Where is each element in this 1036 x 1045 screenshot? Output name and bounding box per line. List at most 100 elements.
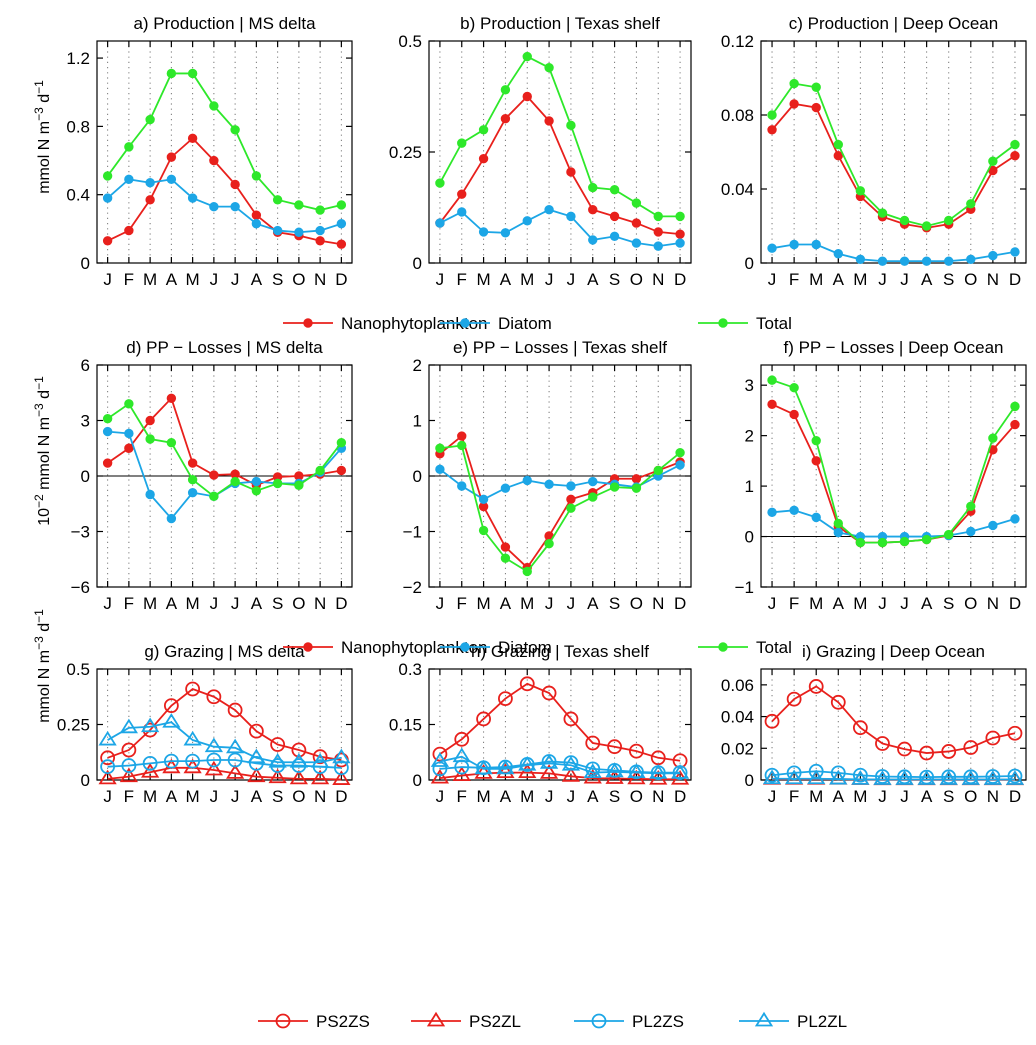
data-point-nanophytoplankton bbox=[102, 236, 113, 246]
data-point-ps2zs bbox=[227, 702, 243, 718]
data-point-ps2zs bbox=[291, 742, 307, 758]
legend-marker bbox=[426, 1011, 446, 1027]
x-tick-label: N bbox=[314, 787, 326, 806]
data-point-ps2zs bbox=[764, 713, 780, 729]
panel-i: 00.020.040.06J F M A M J J A S O N Di) Grazing | De… bbox=[721, 642, 1027, 806]
data-point-diatom bbox=[966, 526, 976, 537]
data-point-pl2zs bbox=[206, 752, 222, 768]
data-point-ps2zs bbox=[629, 743, 644, 759]
x-tick-label: J bbox=[900, 594, 909, 613]
data-point-nanophytoplankton bbox=[811, 456, 821, 466]
data-point-pl2zl bbox=[939, 770, 958, 785]
data-point-diatom bbox=[166, 513, 177, 524]
y-tick-label: 0.4 bbox=[66, 186, 90, 205]
y-tick-label: 6 bbox=[81, 356, 90, 375]
data-point-diatom bbox=[457, 207, 467, 217]
data-point-ps2zl bbox=[496, 763, 515, 778]
data-point-ps2zl bbox=[539, 764, 559, 779]
x-tick-label: O bbox=[630, 594, 643, 613]
data-point-diatom bbox=[522, 475, 532, 486]
data-point-total bbox=[877, 537, 888, 548]
y-tick-label: 0.06 bbox=[721, 676, 754, 695]
x-tick-label: N bbox=[987, 594, 999, 613]
data-point-nanophytoplankton bbox=[767, 399, 777, 410]
legend-label: PS2ZL bbox=[469, 1012, 521, 1031]
series-line-pl2zs bbox=[771, 770, 1015, 779]
x-tick-label: D bbox=[1009, 787, 1021, 806]
data-point-pl2zs bbox=[432, 761, 448, 777]
data-point-pl2zl bbox=[289, 753, 308, 768]
data-point-ps2zl bbox=[268, 768, 287, 784]
series-line-nanophytoplankton bbox=[771, 403, 1016, 544]
data-point-nanophytoplankton bbox=[609, 211, 620, 222]
data-point-nanophytoplankton bbox=[102, 458, 113, 468]
data-point-total bbox=[230, 476, 240, 487]
data-point-total bbox=[500, 85, 511, 95]
x-tick-label: J bbox=[436, 787, 445, 806]
data-point-nanophytoplankton bbox=[675, 229, 685, 239]
data-point-pl2zs bbox=[1007, 768, 1023, 784]
x-tick-label: J bbox=[210, 594, 219, 613]
data-point-diatom bbox=[675, 460, 685, 470]
data-point-ps2zs bbox=[897, 741, 912, 757]
data-point-diatom bbox=[102, 426, 113, 437]
data-point-total bbox=[944, 215, 954, 226]
data-point-pl2zl bbox=[583, 763, 602, 778]
legend-marker bbox=[754, 1011, 774, 1027]
data-point-pl2zl bbox=[807, 769, 826, 785]
x-tick-label: O bbox=[630, 270, 643, 289]
x-tick-label: D bbox=[1009, 270, 1021, 289]
x-tick-label: S bbox=[609, 270, 620, 289]
data-point-ps2zs bbox=[248, 723, 264, 739]
data-point-nanophytoplankton bbox=[631, 218, 642, 228]
x-tick-label: A bbox=[500, 270, 512, 289]
x-tick-label: F bbox=[789, 594, 799, 613]
data-point-ps2zs bbox=[312, 749, 328, 765]
data-point-nanophytoplankton bbox=[588, 205, 598, 215]
legend-label: PL2ZL bbox=[797, 1012, 847, 1031]
data-point-diatom bbox=[251, 219, 262, 229]
series-line-total bbox=[771, 379, 1016, 544]
data-point-total bbox=[631, 198, 642, 208]
x-tick-label: D bbox=[1009, 594, 1021, 613]
data-point-nanophytoplankton bbox=[789, 409, 799, 420]
x-tick-label: M bbox=[143, 270, 157, 289]
data-point-pl2zs bbox=[985, 769, 1001, 784]
x-tick-label: M bbox=[853, 270, 867, 289]
data-point-pl2zl bbox=[496, 759, 515, 775]
data-point-ps2zs bbox=[875, 736, 890, 751]
data-point-total bbox=[457, 138, 467, 148]
data-point-pl2zl bbox=[332, 748, 351, 764]
data-point-ps2zs bbox=[919, 745, 935, 761]
x-tick-label: F bbox=[124, 594, 134, 613]
data-point-nanophytoplankton bbox=[522, 91, 532, 102]
data-point-pl2zs bbox=[333, 760, 349, 776]
y-tick-label: 0.08 bbox=[721, 106, 754, 125]
y-tick-label: 0.5 bbox=[398, 32, 422, 51]
x-tick-label: A bbox=[166, 270, 178, 289]
data-point-nanophytoplankton bbox=[230, 179, 240, 190]
data-point-pl2zs bbox=[875, 769, 890, 784]
data-point-pl2zl bbox=[474, 759, 493, 775]
data-point-total bbox=[272, 478, 283, 489]
data-point-pl2zl bbox=[1005, 770, 1025, 785]
data-point-pl2zs bbox=[142, 755, 158, 771]
data-point-diatom bbox=[315, 225, 325, 236]
x-tick-label: J bbox=[210, 787, 219, 806]
data-point-total bbox=[675, 211, 685, 222]
data-point-nanophytoplankton bbox=[336, 239, 347, 249]
data-point-ps2zs bbox=[541, 685, 557, 701]
data-point-total bbox=[966, 199, 976, 209]
data-point-pl2zl bbox=[268, 753, 287, 768]
y-tick-label: 0.25 bbox=[389, 143, 422, 162]
data-point-nanophytoplankton bbox=[145, 415, 155, 426]
data-point-pl2zl bbox=[119, 718, 138, 734]
data-point-total bbox=[544, 539, 554, 549]
data-point-ps2zl bbox=[430, 768, 450, 784]
panel-title: h) Grazing | Texas shelf bbox=[471, 642, 649, 661]
x-tick-label: J bbox=[103, 594, 112, 613]
x-tick-label: S bbox=[272, 270, 283, 289]
data-point-ps2zs bbox=[498, 691, 513, 706]
legend-marker bbox=[460, 642, 470, 652]
